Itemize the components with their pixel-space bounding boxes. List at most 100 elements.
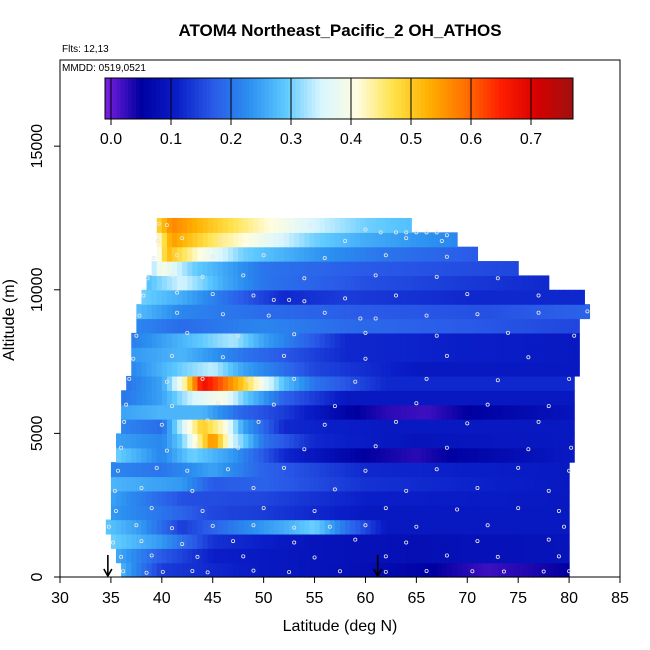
heatmap-cell [411, 232, 417, 248]
heatmap-cell [406, 490, 412, 506]
heatmap-cell [238, 232, 244, 248]
heatmap-cell [278, 462, 285, 478]
heatmap-cell [467, 519, 473, 535]
heatmap-cell [569, 419, 575, 434]
heatmap-cell [508, 318, 514, 334]
heatmap-cell [553, 519, 560, 535]
heatmap-cell [477, 505, 484, 521]
heatmap-cell [543, 490, 550, 506]
heatmap-cell [212, 390, 219, 406]
colorbar-ticks: 0.0 0.1 0.2 0.3 0.4 0.5 0.6 0.7 [100, 78, 542, 148]
sample-point [455, 507, 460, 512]
heatmap-cell [141, 318, 148, 334]
heatmap-cell [258, 419, 265, 434]
heatmap-cell [548, 533, 555, 549]
x-tick-label: 30 [51, 590, 69, 607]
heatmap-cell [553, 419, 560, 434]
colorbar-cell [397, 78, 402, 119]
heatmap-cell [309, 375, 316, 391]
heatmap-cell [452, 562, 458, 578]
heatmap-cell [411, 562, 417, 578]
heatmap-cell [182, 490, 188, 506]
heatmap-cell [151, 347, 158, 363]
heatmap-cell [228, 375, 234, 391]
heatmap-cell [202, 548, 209, 564]
heatmap-cell [253, 490, 260, 506]
colorbar-cell [319, 78, 324, 119]
heatmap-cell [421, 304, 428, 320]
heatmap-cell [436, 304, 443, 320]
heatmap-cell [263, 275, 270, 291]
heatmap-cell [314, 548, 321, 564]
heatmap-cell [172, 433, 178, 449]
heatmap-cell [502, 519, 509, 535]
heatmap-cell [309, 390, 316, 406]
sample-point [541, 569, 546, 574]
heatmap-cell [421, 375, 428, 391]
heatmap-cell [324, 361, 331, 377]
heatmap-cell [177, 433, 183, 449]
heatmap-cell [248, 361, 255, 377]
heatmap-cell [151, 505, 158, 521]
sample-point [383, 506, 388, 511]
heatmap-cell [172, 261, 178, 277]
heatmap-cell [416, 433, 423, 449]
heatmap-cell [126, 462, 132, 478]
heatmap-cell [233, 562, 239, 578]
sample-point [185, 330, 190, 335]
heatmap-cell [207, 419, 214, 434]
heatmap-cells [105, 217, 591, 578]
heatmap-cell [146, 462, 153, 478]
heatmap-cell [558, 519, 565, 535]
heatmap-cell [426, 289, 433, 305]
heatmap-cell [497, 433, 504, 449]
heatmap-cell [192, 533, 199, 549]
heatmap-cell [441, 447, 448, 463]
heatmap-cell [401, 519, 407, 535]
heatmap-cell [121, 476, 127, 492]
x-tick-label: 60 [357, 590, 375, 607]
heatmap-cell [406, 261, 412, 277]
heatmap-cell [528, 332, 535, 348]
heatmap-cell [426, 505, 433, 521]
heatmap-cell [228, 361, 234, 377]
heatmap-cell [304, 246, 311, 262]
heatmap-cell [528, 390, 535, 406]
heatmap-cell [452, 289, 458, 305]
heatmap-cell [278, 490, 285, 506]
heatmap-cell [273, 347, 280, 363]
heatmap-cell [294, 304, 300, 320]
heatmap-cell [131, 390, 137, 406]
heatmap-cell [228, 562, 234, 578]
heatmap-cell [273, 548, 280, 564]
heatmap-cell [523, 490, 529, 506]
heatmap-cell [345, 347, 351, 363]
heatmap-cell [253, 246, 260, 262]
heatmap-cell [360, 347, 367, 363]
heatmap-cell [289, 275, 295, 291]
heatmap-cell [564, 476, 570, 492]
heatmap-cell [166, 419, 173, 434]
sample-point [287, 570, 292, 575]
heatmap-cell [217, 261, 224, 277]
heatmap-cell [253, 533, 260, 549]
heatmap-cell [192, 318, 199, 334]
heatmap-cell [233, 490, 239, 506]
heatmap-cell [375, 261, 382, 277]
heatmap-cell [294, 419, 300, 434]
heatmap-cell [289, 533, 295, 549]
heatmap-cell [136, 519, 143, 535]
heatmap-cell [401, 505, 407, 521]
heatmap-cell [334, 217, 341, 233]
heatmap-cell [182, 433, 188, 449]
heatmap-cell [314, 318, 321, 334]
heatmap-cell [222, 490, 229, 506]
heatmap-cell [334, 275, 341, 291]
heatmap-cell [329, 217, 336, 233]
heatmap-cell [299, 390, 305, 406]
heatmap-cell [396, 375, 402, 391]
heatmap-cell [248, 505, 255, 521]
sample-point [475, 539, 480, 544]
heatmap-cell [370, 419, 377, 434]
heatmap-cell [284, 562, 290, 578]
